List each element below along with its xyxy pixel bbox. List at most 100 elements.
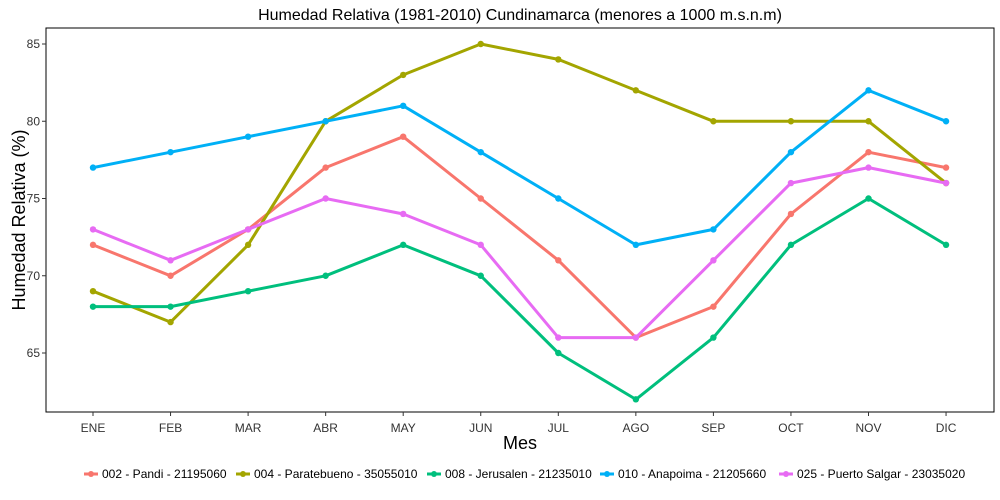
y-axis: 65 70 75 80 85: [27, 37, 46, 360]
legend-label: 002 - Pandi - 21195060: [102, 467, 227, 481]
y-tick-label: 65: [27, 346, 41, 360]
data-point: [244, 226, 252, 233]
data-point: [942, 164, 950, 171]
data-point: [400, 133, 407, 140]
data-point: [477, 195, 484, 202]
data-point: [865, 87, 872, 94]
x-tick-label: JUL: [548, 421, 570, 435]
legend-key-point: [783, 471, 789, 477]
data-point: [710, 118, 717, 125]
legend-key-point: [431, 471, 437, 477]
data-point: [632, 87, 640, 94]
data-point: [400, 210, 407, 218]
series-line: [91, 197, 948, 401]
data-point: [865, 164, 872, 171]
x-tick-label: FEB: [159, 421, 182, 435]
y-axis-title: Humedad Relativa (%): [9, 129, 29, 310]
x-tick-label: AGO: [623, 421, 650, 435]
data-point: [710, 257, 717, 264]
data-point: [400, 102, 407, 110]
x-tick-label: MAY: [391, 421, 416, 435]
series-group: [89, 87, 950, 249]
data-point: [710, 303, 717, 310]
data-point: [89, 241, 97, 249]
legend-label: 010 - Anapoima - 21205660: [618, 467, 766, 481]
data-point: [710, 334, 717, 341]
data-point: [400, 241, 407, 249]
y-tick-label: 80: [27, 114, 41, 128]
data-point: [244, 241, 252, 249]
data-point: [89, 164, 97, 171]
plot-panel: [45, 27, 995, 413]
x-tick-label: NOV: [855, 421, 881, 435]
data-point: [865, 118, 872, 125]
data-point: [555, 334, 562, 341]
data-point: [865, 148, 872, 156]
data-point: [89, 288, 97, 295]
x-tick-label: ENE: [81, 421, 106, 435]
data-point: [244, 133, 252, 140]
data-point: [477, 148, 484, 156]
data-point: [477, 40, 484, 48]
data-point: [942, 118, 950, 125]
data-point: [632, 396, 640, 403]
data-point: [322, 272, 329, 279]
data-point: [477, 241, 484, 249]
legend-label: 004 - Paratebueno - 35055010: [254, 467, 418, 481]
y-tick-label: 70: [27, 269, 41, 283]
legend-label: 008 - Jerusalen - 21235010: [445, 467, 592, 481]
series-line: [91, 135, 948, 340]
data-point: [865, 195, 872, 202]
y-tick-label: 85: [27, 37, 41, 51]
x-tick-label: JUN: [469, 421, 492, 435]
legend-label: 025 - Puerto Salgar - 23035020: [797, 467, 965, 481]
data-point: [477, 272, 484, 279]
data-point: [167, 318, 174, 326]
legend-key-point: [88, 471, 94, 477]
legend-key-point: [604, 471, 610, 477]
data-point: [322, 195, 329, 202]
data-point: [89, 303, 97, 310]
data-point: [555, 349, 562, 357]
data-point: [555, 257, 562, 264]
x-tick-label: SEP: [701, 421, 725, 435]
data-point: [322, 164, 329, 171]
series-line: [91, 166, 948, 340]
data-point: [244, 288, 252, 295]
data-point: [167, 272, 174, 279]
data-point: [632, 241, 640, 249]
data-point: [555, 195, 562, 202]
series-line: [91, 88, 948, 247]
data-point: [555, 56, 562, 63]
data-point: [787, 179, 795, 187]
data-point: [942, 241, 950, 249]
data-point: [787, 241, 795, 249]
data-point: [632, 334, 640, 341]
data-point: [942, 179, 950, 187]
data-point: [167, 257, 174, 264]
chart-title: Humedad Relativa (1981-2010) Cundinamarc…: [258, 7, 782, 24]
data-point: [787, 210, 795, 218]
data-point: [710, 226, 717, 233]
data-point: [787, 118, 795, 125]
series-group: [89, 195, 950, 403]
legend-key-point: [240, 471, 246, 477]
x-axis: ENE FEB MAR ABR MAY JUN JUL AGO SEP OCT NOV DIC: [81, 412, 957, 435]
series-group: [89, 133, 950, 341]
data-point: [167, 303, 174, 310]
x-tick-label: MAR: [235, 421, 262, 435]
x-tick-label: DIC: [936, 421, 957, 435]
x-axis-title: Mes: [503, 433, 537, 453]
series-line: [91, 42, 948, 324]
series-lines: [89, 40, 950, 403]
data-point: [322, 118, 329, 125]
x-tick-label: OCT: [778, 421, 804, 435]
y-tick-label: 75: [27, 192, 41, 206]
series-group: [89, 164, 950, 341]
data-point: [400, 71, 407, 79]
data-point: [787, 148, 795, 156]
x-tick-label: ABR: [313, 421, 338, 435]
legend: 002 - Pandi - 21195060 004 - Paratebueno …: [84, 467, 965, 481]
